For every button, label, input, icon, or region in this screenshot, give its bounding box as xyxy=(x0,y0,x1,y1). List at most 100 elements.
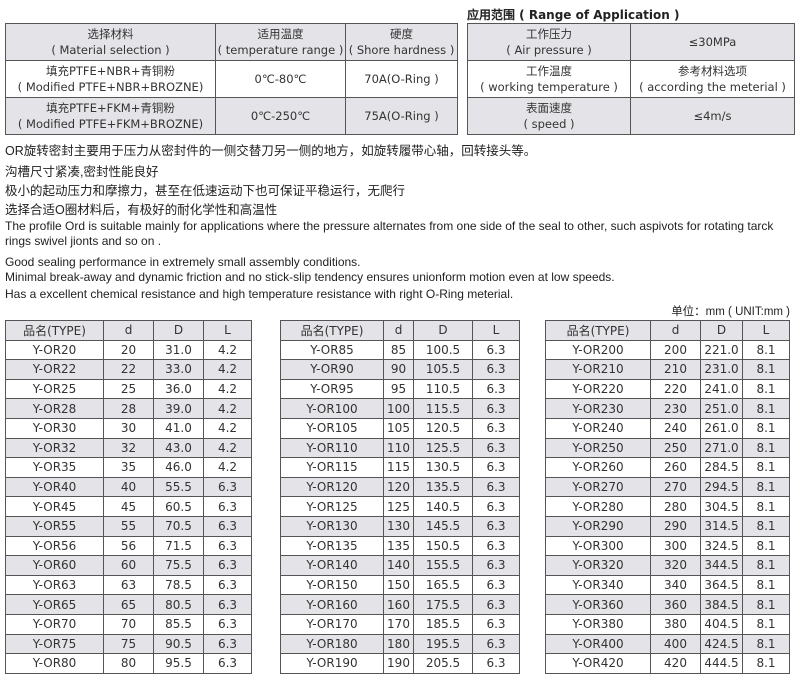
table-row: Y-OR80 80 95.5 6.3 xyxy=(5,653,252,674)
column-header: 品名(TYPE) xyxy=(280,320,384,341)
table-cell: 60.5 xyxy=(153,496,204,517)
table-cell: 32 xyxy=(103,437,154,459)
table-row: Y-OR56 56 71.5 6.3 xyxy=(5,535,252,557)
table-cell: 424.5 xyxy=(700,633,743,655)
table-cell: 6.3 xyxy=(472,359,520,380)
table-cell: Y-OR260 xyxy=(545,457,651,478)
cell-text: ( Modified PTFE+NBR+BROZNE) xyxy=(17,80,204,94)
table-cell: 填充PTFE+NBR+青铜粉 ( Modified PTFE+NBR+BROZNE… xyxy=(5,60,216,98)
table-cell: Y-OR270 xyxy=(545,476,651,498)
table-row: Y-OR230 230 251.0 8.1 xyxy=(545,398,790,419)
table-cell: 6.3 xyxy=(203,515,252,537)
table-cell: 251.0 xyxy=(700,398,743,419)
table-cell: 271.0 xyxy=(700,437,743,459)
table-cell: 4.2 xyxy=(203,359,252,380)
table-cell: 6.3 xyxy=(203,555,252,576)
table-cell: 85.5 xyxy=(153,613,204,635)
table-cell: Y-OR105 xyxy=(280,417,384,439)
table-cell: 95 xyxy=(383,378,414,400)
table-cell: 41.0 xyxy=(153,417,204,439)
table-cell: 90 xyxy=(383,359,414,380)
table-cell: 35 xyxy=(103,457,154,478)
table-cell: 6.3 xyxy=(472,515,520,537)
table-cell: 8.1 xyxy=(742,339,790,361)
table-cell: 185.5 xyxy=(413,613,473,635)
table-cell: 324.5 xyxy=(700,535,743,557)
table-cell: 284.5 xyxy=(700,457,743,478)
table-cell: 8.1 xyxy=(742,555,790,576)
table-cell: 6.3 xyxy=(472,555,520,576)
table-cell: 0℃-80℃ xyxy=(215,60,346,98)
cell-text: ≤4m/s xyxy=(693,109,732,123)
table-cell: 硬度 ( Shore hardness ) xyxy=(345,23,458,61)
description-en-line: Has a excellent chemical resistance and … xyxy=(5,287,514,301)
table-cell: 280 xyxy=(650,496,701,517)
table-cell: 190 xyxy=(383,653,414,674)
table-cell: 145.5 xyxy=(413,515,473,537)
table-cell: Y-OR115 xyxy=(280,457,384,478)
table-cell: 78.5 xyxy=(153,574,204,596)
table-cell: Y-OR75 xyxy=(5,633,104,655)
table-cell: 25 xyxy=(103,378,154,400)
table-cell: 100.5 xyxy=(413,339,473,361)
table-cell: 8.1 xyxy=(742,535,790,557)
table-cell: 60 xyxy=(103,555,154,576)
table-cell: Y-OR56 xyxy=(5,535,104,557)
description-en-line: Minimal break-away and dynamic friction … xyxy=(5,270,615,284)
table-cell: 170 xyxy=(383,613,414,635)
table-cell: 表面速度 ( speed ) xyxy=(467,97,631,135)
table-cell: 4.2 xyxy=(203,378,252,400)
table-cell: 344.5 xyxy=(700,555,743,576)
table-cell: Y-OR240 xyxy=(545,417,651,439)
table-row: 工作温度 ( working temperature ) 参考材料选项 ( accor… xyxy=(467,60,795,98)
table-cell: 400 xyxy=(650,633,701,655)
table-row: 填充PTFE+FKM+青铜粉 ( Modified PTFE+FKM+BROZNE… xyxy=(5,97,458,135)
table-cell: 261.0 xyxy=(700,417,743,439)
cell-text: ( working temperature ) xyxy=(480,80,618,94)
table-cell: 4.2 xyxy=(203,457,252,478)
table-row: Y-OR70 70 85.5 6.3 xyxy=(5,613,252,635)
table-cell: 28 xyxy=(103,398,154,419)
table-cell: 工作温度 ( working temperature ) xyxy=(467,60,631,98)
table-cell: 71.5 xyxy=(153,535,204,557)
table-row: Y-OR180 180 195.5 6.3 xyxy=(280,633,520,655)
cell-text: 0℃-80℃ xyxy=(254,72,307,86)
table-cell: Y-OR20 xyxy=(5,339,104,361)
table-cell: 155.5 xyxy=(413,555,473,576)
table-row: Y-OR260 260 284.5 8.1 xyxy=(545,457,790,478)
cell-text: 填充PTFE+NBR+青铜粉 xyxy=(45,64,176,78)
column-header: d xyxy=(383,320,414,341)
table-cell: 40 xyxy=(103,476,154,498)
table-row: Y-OR300 300 324.5 8.1 xyxy=(545,535,790,557)
column-header: 品名(TYPE) xyxy=(5,320,104,341)
table-cell: 8.1 xyxy=(742,594,790,615)
table-row: 表面速度 ( speed ) ≤4m/s xyxy=(467,97,795,135)
table-cell: 6.3 xyxy=(472,417,520,439)
table-cell: ≤4m/s xyxy=(630,97,795,135)
table-cell: Y-OR22 xyxy=(5,359,104,380)
table-cell: 8.1 xyxy=(742,359,790,380)
table-row: Y-OR320 320 344.5 8.1 xyxy=(545,555,790,576)
description-zh-line: 极小的起动压力和摩擦力，甚至在低速运动下也可保证平稳运行，无爬行 xyxy=(5,184,406,198)
table-cell: Y-OR290 xyxy=(545,515,651,537)
table-cell: 180 xyxy=(383,633,414,655)
size-table-1: 品名(TYPE) d D L Y-OR20 20 31.0 4.2 Y-OR22 22 33.0 4.… xyxy=(5,320,252,674)
table-cell: 8.1 xyxy=(742,653,790,674)
table-cell: 36.0 xyxy=(153,378,204,400)
table-cell: 120.5 xyxy=(413,417,473,439)
table-row: Y-OR130 130 145.5 6.3 xyxy=(280,515,520,537)
table-row: Y-OR190 190 205.5 6.3 xyxy=(280,653,520,674)
table-row: Y-OR22 22 33.0 4.2 xyxy=(5,359,252,380)
table-cell: 384.5 xyxy=(700,594,743,615)
table-row: Y-OR340 340 364.5 8.1 xyxy=(545,574,790,596)
table-cell: 160 xyxy=(383,594,414,615)
table-cell: 140.5 xyxy=(413,496,473,517)
table-cell: Y-OR28 xyxy=(5,398,104,419)
table-cell: Y-OR95 xyxy=(280,378,384,400)
table-row: Y-OR110 110 125.5 6.3 xyxy=(280,437,520,459)
column-header: D xyxy=(153,320,204,341)
table-row: Y-OR280 280 304.5 8.1 xyxy=(545,496,790,517)
table-cell: 340 xyxy=(650,574,701,596)
table-row: Y-OR270 270 294.5 8.1 xyxy=(545,476,790,498)
table-cell: 200 xyxy=(650,339,701,361)
